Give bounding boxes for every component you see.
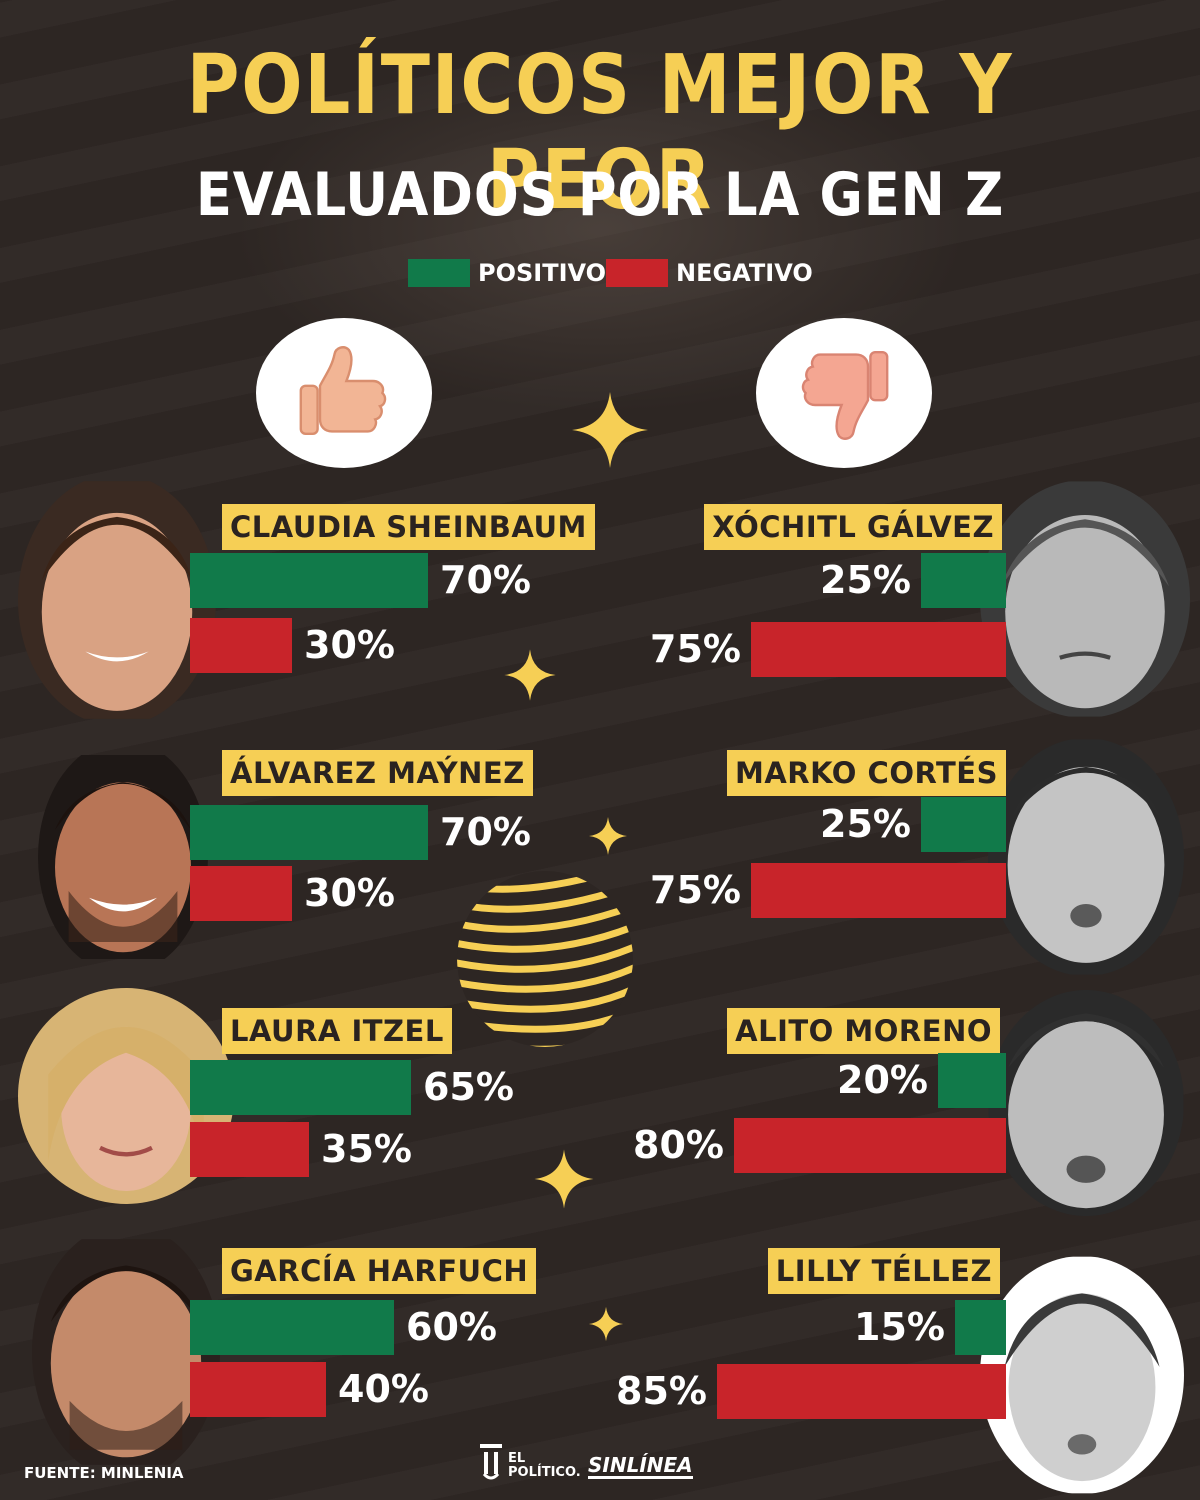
page-title: POLÍTICOS MEJOR Y PEOR [186, 38, 1014, 228]
positive-value-label: 25% [820, 558, 911, 602]
thumbs-down-badge [756, 318, 932, 468]
positive-bar [190, 1060, 411, 1115]
positive-value-label: 70% [440, 558, 531, 602]
politician-name: XÓCHITL GÁLVEZ [704, 504, 1002, 550]
negative-value-label: 85% [616, 1369, 707, 1413]
positive-value-label: 65% [423, 1065, 514, 1109]
portrait-lilly-tellez [980, 1256, 1184, 1494]
sparkle-icon [589, 817, 627, 855]
negative-bar [734, 1118, 1006, 1173]
source-note: FUENTE: MINLENIA [24, 1464, 184, 1482]
thumbs-down-icon [801, 351, 889, 440]
portrait-claudia-sheinbaum [18, 474, 216, 726]
negative-bar [751, 863, 1006, 918]
politician-name: ALITO MORENO [727, 1008, 1000, 1054]
politician-name: LILLY TÉLLEZ [767, 1248, 1000, 1294]
positive-bar [938, 1053, 1006, 1108]
negative-value-label: 80% [633, 1123, 724, 1167]
portrait-marko-cortes [988, 738, 1184, 976]
thumbs-up-badge [256, 318, 432, 468]
negative-bar [190, 1122, 309, 1177]
negative-bar [190, 866, 292, 921]
portrait-xochitl-galvez [980, 480, 1190, 718]
negative-bar [190, 618, 292, 673]
legend-positive: POSITIVO [408, 256, 606, 290]
negative-bar [751, 622, 1006, 677]
legend-negative: NEGATIVO [606, 256, 813, 290]
legend-positive-swatch [408, 259, 470, 287]
negative-bar [190, 1362, 326, 1417]
sparkle-icon [572, 392, 648, 468]
negative-value-label: 30% [304, 623, 395, 667]
sparkle-icon [588, 1306, 624, 1342]
legend-positive-label: POSITIVO [478, 259, 607, 287]
positive-bar [921, 797, 1006, 852]
negative-bar [717, 1364, 1006, 1419]
brand-sinlinea: SINLÍNEA [588, 1453, 693, 1479]
politician-name: ÁLVAREZ MAÝNEZ [222, 750, 533, 796]
legend-negative-label: NEGATIVO [676, 259, 813, 287]
positive-bar [190, 553, 428, 608]
sparkle-icon [534, 1149, 594, 1209]
negative-value-label: 30% [304, 871, 395, 915]
positive-value-label: 25% [820, 802, 911, 846]
thumbs-up-icon [299, 346, 387, 435]
politician-name: LAURA ITZEL [222, 1008, 452, 1054]
positive-value-label: 70% [440, 810, 531, 854]
negative-value-label: 40% [338, 1367, 429, 1411]
positive-bar [190, 805, 428, 860]
portrait-alito-moreno [988, 990, 1184, 1216]
positive-bar [921, 553, 1006, 608]
politician-name: GARCÍA HARFUCH [222, 1248, 537, 1294]
positive-bar [955, 1300, 1006, 1355]
sparkle-icon [504, 649, 556, 701]
el-politico-wordmark: EL POLÍTICO. [508, 1451, 581, 1480]
positive-value-label: 20% [837, 1058, 928, 1102]
politician-name: MARKO CORTÉS [727, 750, 1006, 796]
positive-bar [190, 1300, 394, 1355]
negative-value-label: 75% [650, 627, 741, 671]
striped-globe-icon [457, 871, 633, 1047]
negative-value-label: 75% [650, 868, 741, 912]
page-subtitle: EVALUADOS POR LA GEN Z [195, 160, 1005, 230]
negative-value-label: 35% [321, 1127, 412, 1171]
positive-value-label: 60% [406, 1305, 497, 1349]
el-politico-logo-icon [480, 1444, 502, 1480]
portrait-alvarez-maynez [38, 740, 208, 974]
portrait-garcia-harfuch [32, 1224, 220, 1480]
positive-value-label: 15% [854, 1305, 945, 1349]
politician-name: CLAUDIA SHEINBAUM [222, 504, 595, 550]
legend-negative-swatch [606, 259, 668, 287]
